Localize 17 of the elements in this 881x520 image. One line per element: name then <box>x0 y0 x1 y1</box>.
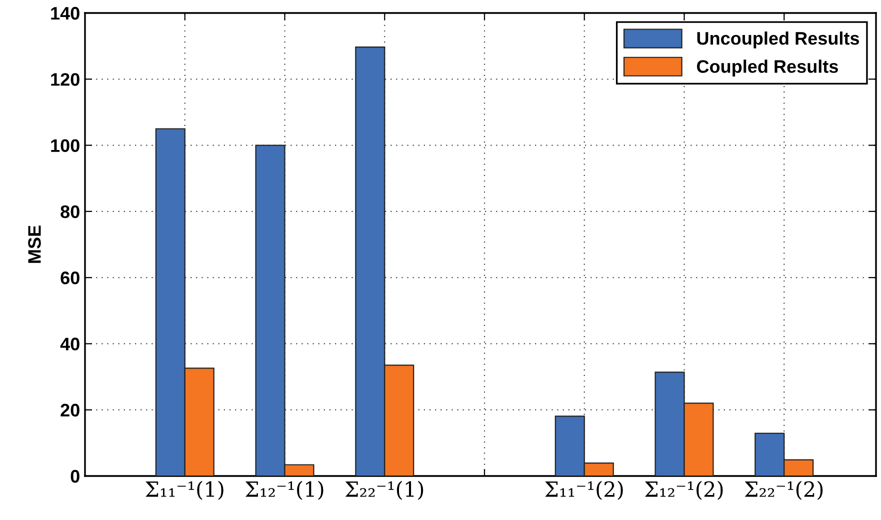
x-tick-label: Σ₁₁⁻¹(1) <box>146 480 224 500</box>
y-tick-label: 100 <box>51 139 80 152</box>
y-tick-label: 60 <box>60 272 80 284</box>
y-tick-label: 80 <box>60 205 80 218</box>
x-tick-label: Σ₁₂⁻¹(1) <box>245 480 324 500</box>
x-tick-label: Σ₂₂⁻¹(1) <box>345 480 424 500</box>
y-tick-label: 0 <box>70 470 80 483</box>
y-tick-label: 120 <box>51 73 80 86</box>
x-tick-label: Σ₁₁⁻¹(2) <box>545 480 623 500</box>
legend-label: Uncoupled Results <box>697 32 860 48</box>
y-tick-label: 40 <box>60 338 80 350</box>
y-tick-label: 140 <box>51 6 80 20</box>
x-tick-label: Σ₂₂⁻¹(2) <box>744 480 823 500</box>
x-tick-label: Σ₁₂⁻¹(2) <box>644 480 723 500</box>
y-axis-title: MSE <box>28 226 41 263</box>
legend-label: Coupled Results <box>696 60 838 76</box>
y-tick-label: 20 <box>60 404 80 417</box>
